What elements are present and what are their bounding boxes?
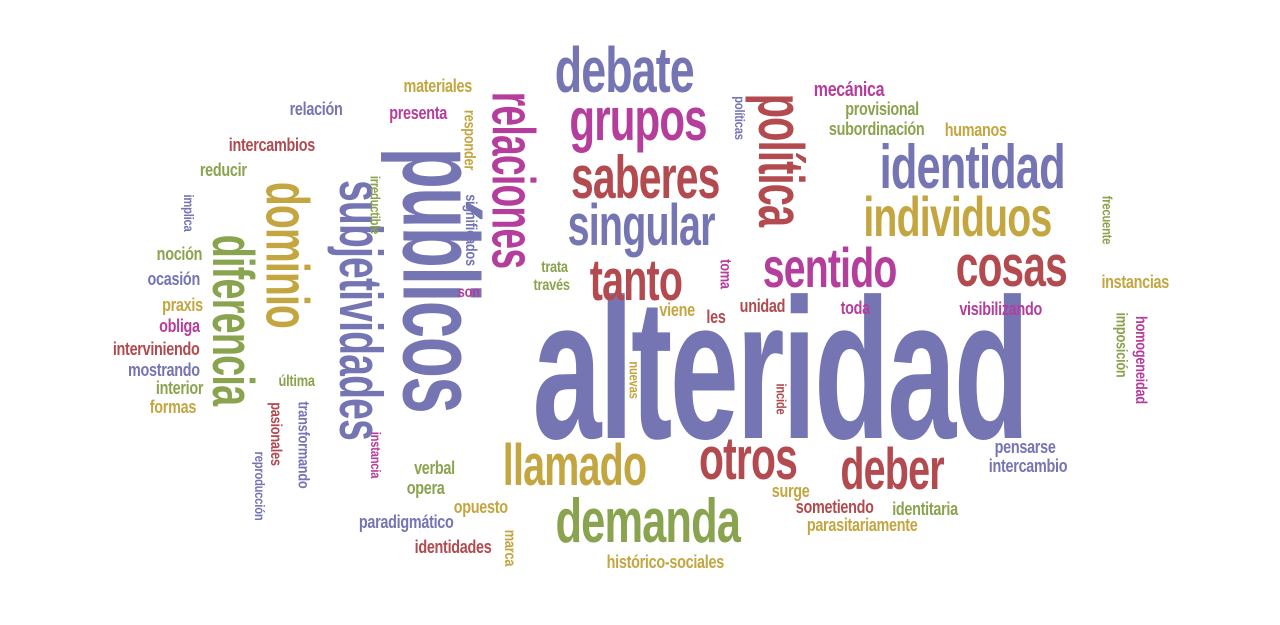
word-15: cosas [955,234,1067,299]
word-7: debate [554,34,694,106]
word-69: histórico-sociales [606,552,724,572]
word-11: identidad [879,133,1066,202]
word-70: surge [771,481,809,501]
word-17: llamado [502,433,646,498]
word-26: implica [181,194,198,232]
word-57: transformando [293,401,311,489]
word-21: materiales [403,76,472,96]
word-27: noción [156,244,202,264]
word-39: políticas [732,96,749,140]
word-40: mecánica [813,79,885,101]
word-29: praxis [161,295,203,315]
word-68: marca [500,529,518,567]
word-46: trata [540,259,568,276]
word-30: obliga [158,316,200,336]
word-13: individuos [862,185,1052,248]
word-48: toma [715,259,733,289]
word-41: provisional [845,99,919,119]
word-36: responder [460,109,478,171]
word-2: públicos [379,147,501,413]
word-31: interviniendo [112,339,200,359]
word-52: viene [659,300,695,320]
word-19: deber [840,437,944,502]
word-50: toda [840,298,870,318]
word-18: otros [699,425,798,492]
word-66: paradigmático [358,512,454,532]
word-64: opera [406,478,444,498]
word-63: verbal [413,458,455,478]
word-22: relación [289,99,343,119]
word-10: saberes [570,144,720,211]
word-1: alteridad [532,258,1030,481]
word-23: presenta [389,103,447,123]
word-45: instancias [1101,272,1170,292]
word-8: grupos [569,86,707,153]
word-61: nuevas [625,361,642,399]
word-34: formas [149,397,197,417]
word-47: través [533,277,570,294]
word-74: pensarse [994,437,1056,457]
word-53: les [706,307,726,327]
word-37: significados [461,194,479,266]
word-38: son [457,284,480,301]
word-62: incide [772,383,789,415]
word-9: política [744,93,817,227]
word-20: demanda [555,487,741,556]
word-60: instancia [368,431,385,479]
word-6: relaciones [478,91,546,269]
word-49: unidad [739,296,785,316]
word-25: reducir [199,160,247,180]
word-16: tanto [589,248,683,313]
word-14: sentido [762,236,897,299]
word-42: subordinación [828,119,924,139]
word-24: intercambios [228,135,315,155]
word-44: frecuente [1098,195,1115,245]
word-65: opuesto [453,497,508,517]
word-32: mostrando [127,360,200,380]
word-55: homogeneidad [1131,316,1149,404]
word-54: imposición [1112,312,1130,378]
word-71: sometiendo [795,497,874,517]
word-56: última [278,373,315,390]
word-59: reproducción [252,451,269,521]
word-33: interior [155,378,203,398]
word-12: singular [567,193,716,258]
word-35: irreductible [366,175,383,235]
word-28: ocasión [147,269,201,289]
word-67: identidades [414,537,492,557]
word-73: parasitariamente [806,515,918,535]
word-5: diferencia [200,234,266,406]
word-51: visibilizando [958,299,1042,319]
word-58: pasionales [266,402,284,466]
word-43: humanos [944,120,1007,140]
word-72: identitaria [892,499,958,519]
word-75: intercambio [988,456,1068,476]
